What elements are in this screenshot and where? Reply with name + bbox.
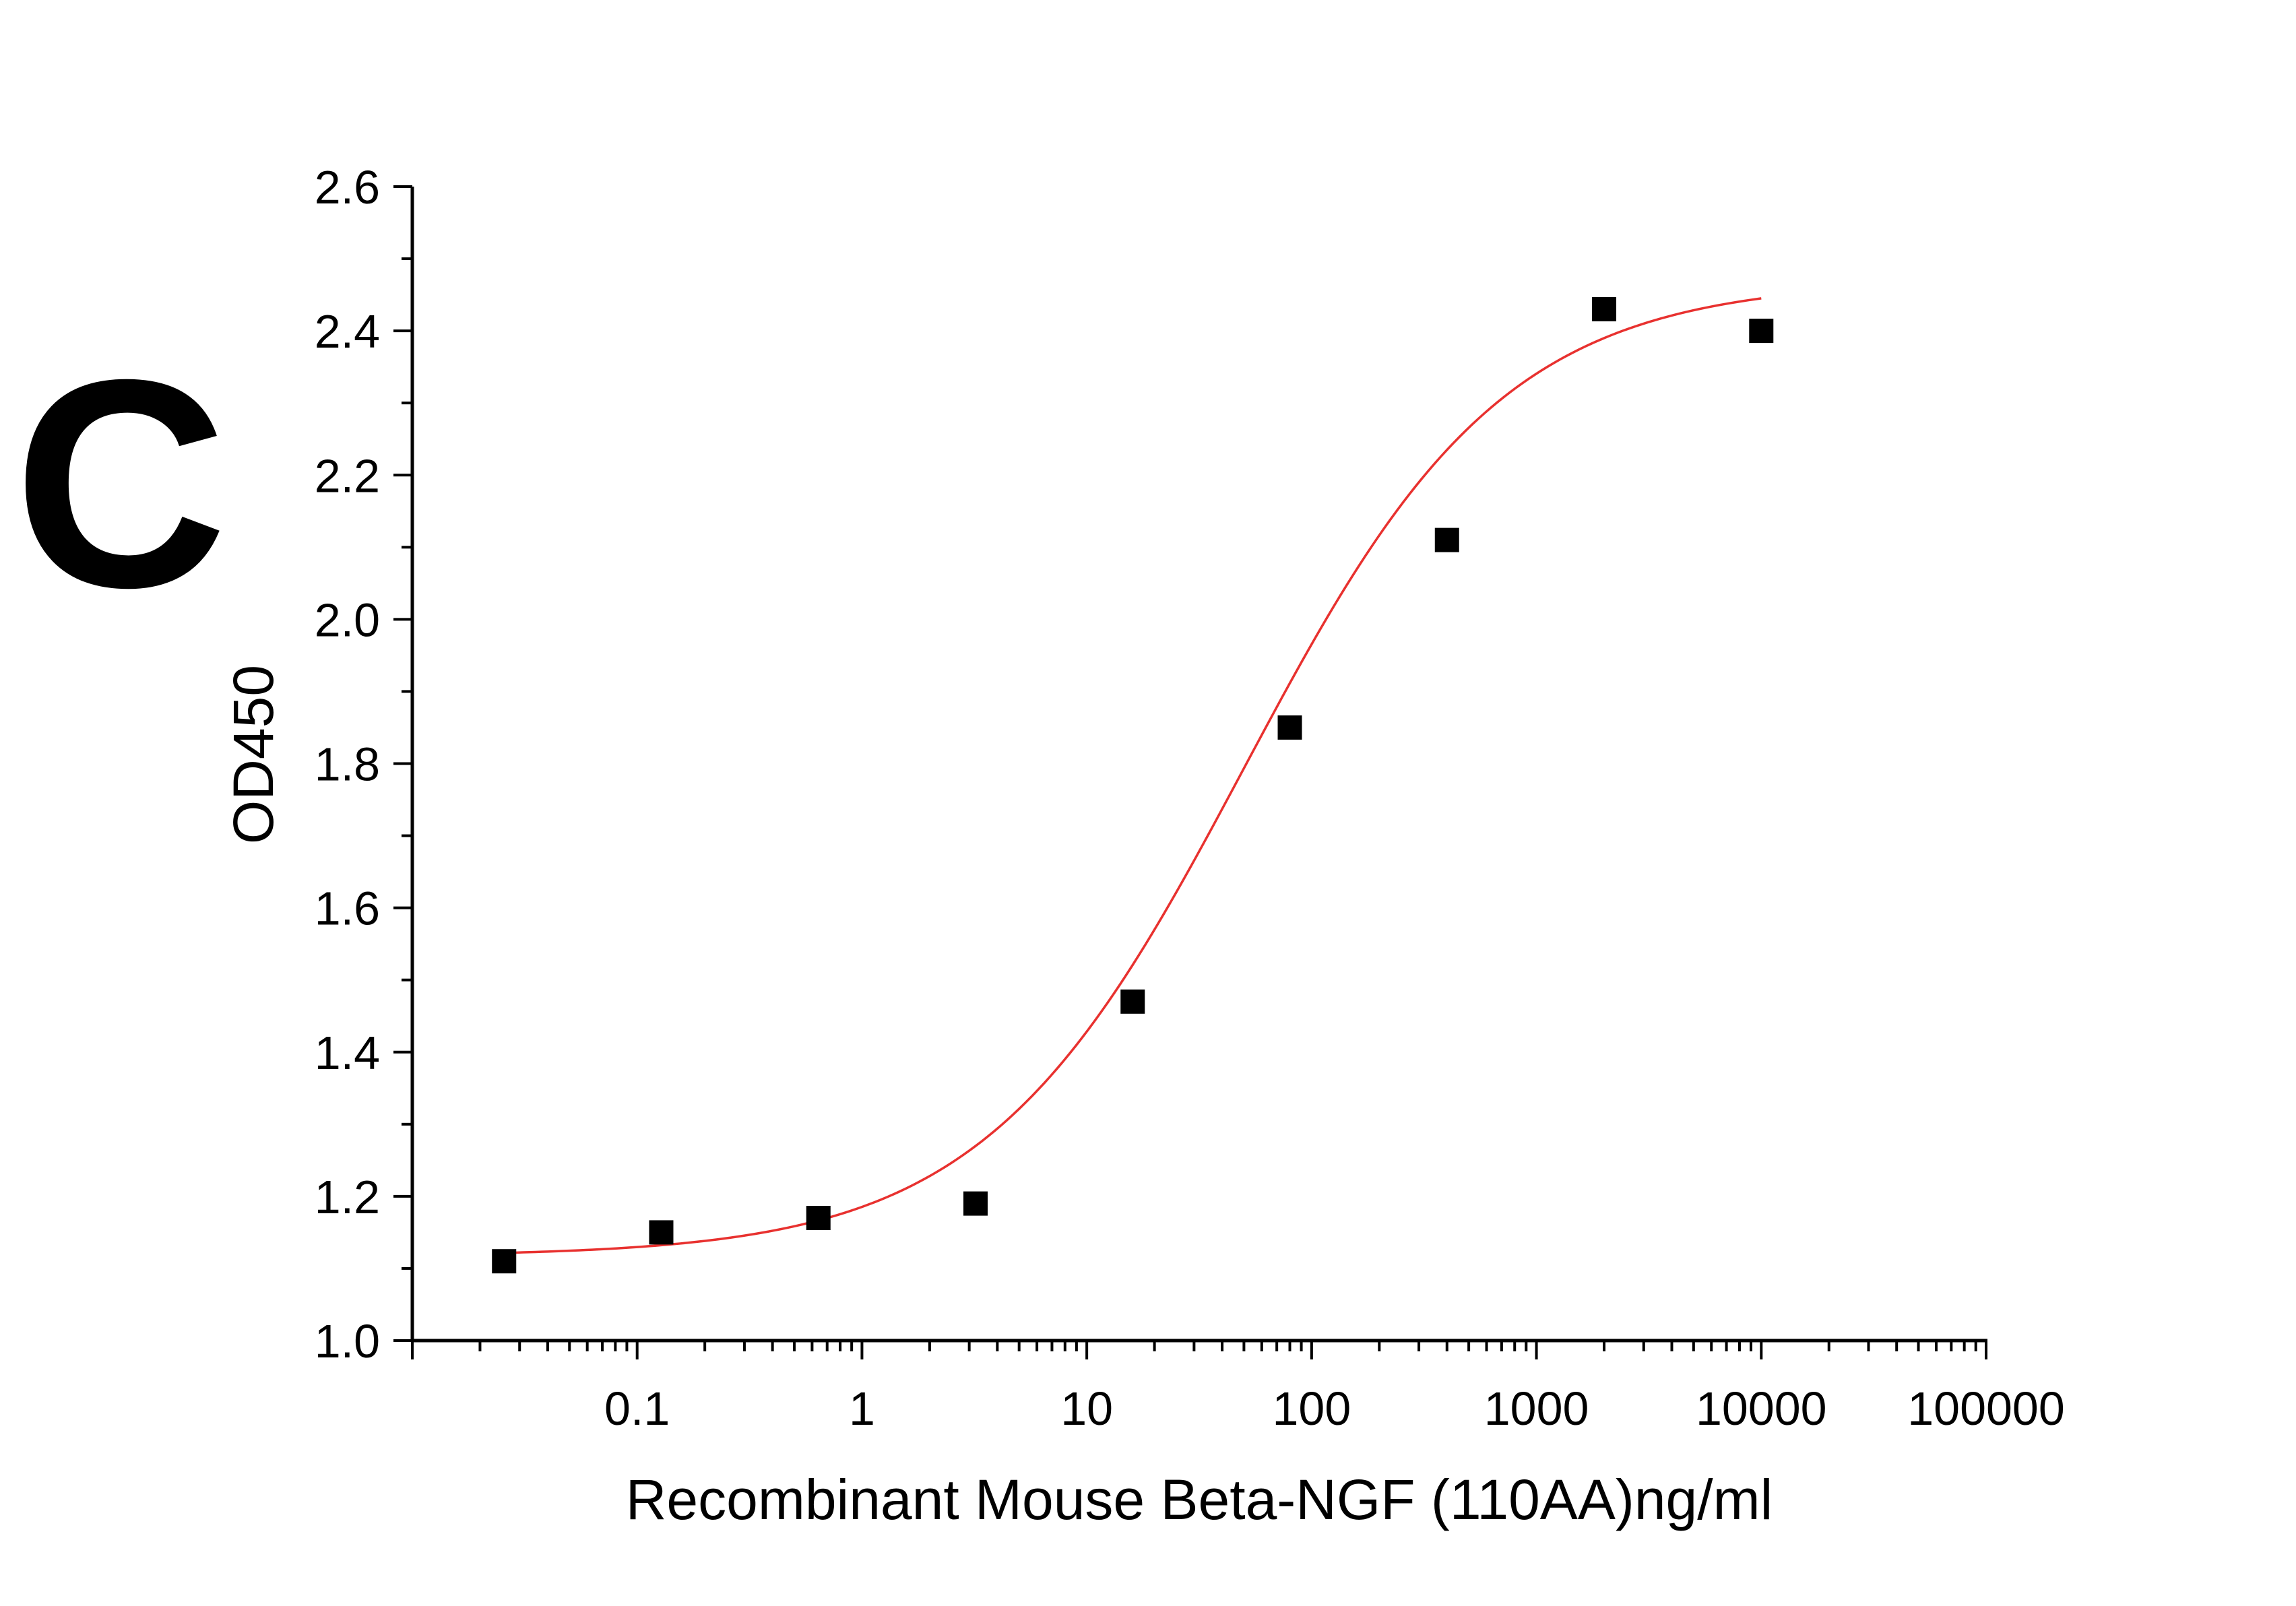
data-point — [649, 1220, 674, 1245]
axes — [410, 187, 1987, 1343]
x-tick-label: 100 — [1272, 1382, 1351, 1435]
data-points — [492, 297, 1774, 1274]
data-point — [806, 1205, 831, 1230]
fit-curve — [504, 297, 1762, 1254]
data-point — [1120, 989, 1145, 1014]
y-tick-label: 1.0 — [315, 1315, 380, 1368]
data-point — [1434, 527, 1459, 552]
y-tick-label: 1.4 — [315, 1027, 380, 1079]
x-tick-label: 100000 — [1907, 1382, 2065, 1435]
data-point — [1749, 319, 1774, 344]
x-axis-label: Recombinant Mouse Beta-NGF (110AA)ng/ml — [626, 1468, 1773, 1531]
fit-curve-layer — [504, 297, 1762, 1254]
data-point — [963, 1191, 988, 1216]
x-tick-label: 0.1 — [604, 1382, 670, 1435]
y-axis-label: OD450 — [222, 665, 285, 844]
x-tick-label: 1 — [849, 1382, 875, 1435]
panel-label: C — [13, 319, 228, 649]
x-tick-label: 10 — [1060, 1382, 1113, 1435]
y-tick-label: 2.4 — [315, 305, 380, 358]
y-tick-label: 1.2 — [315, 1171, 380, 1223]
y-tick-label: 2.6 — [315, 161, 380, 214]
y-tick-label: 2.0 — [315, 593, 380, 646]
y-tick-label: 1.8 — [315, 738, 380, 791]
x-tick-label: 10000 — [1696, 1382, 1827, 1435]
y-tick-label: 1.6 — [315, 882, 380, 935]
y-axis-ticks: 1.0 1.2 1.4 1.6 1.8 2.0 2.2 2.4 2.6 — [315, 161, 412, 1368]
x-axis-ticks: 0.1 1 10 100 1000 10000 100000 — [411, 1341, 2065, 1435]
data-point — [1592, 297, 1617, 322]
x-tick-label: 1000 — [1484, 1382, 1589, 1435]
data-point — [1277, 715, 1302, 740]
y-tick-label: 2.2 — [315, 449, 380, 502]
data-point — [492, 1249, 517, 1274]
